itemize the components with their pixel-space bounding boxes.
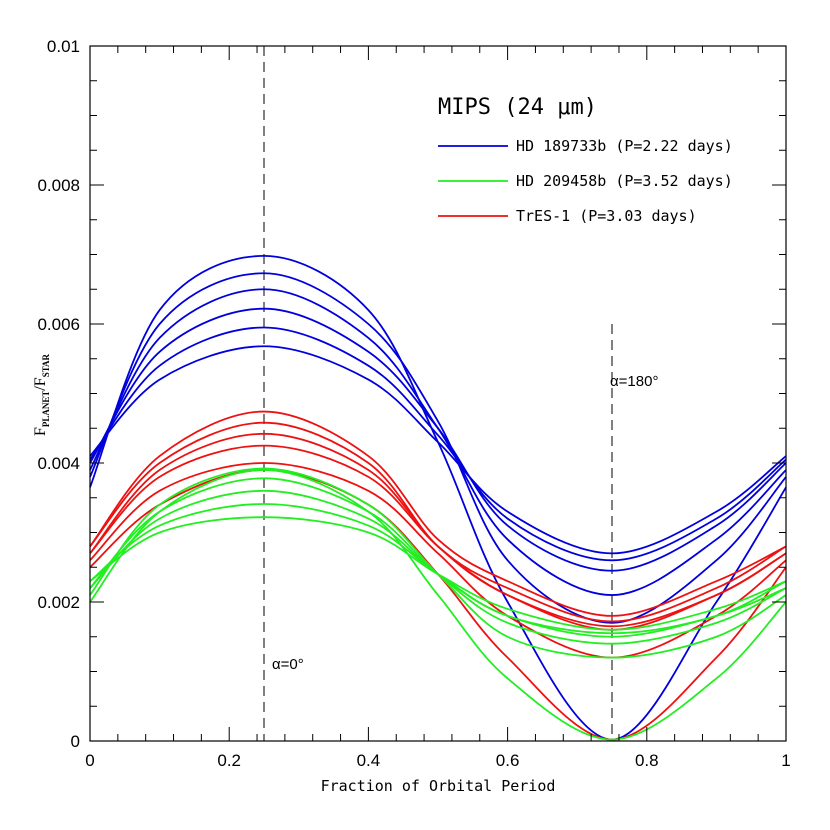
y-label-sub-planet: PLANET: [41, 391, 51, 428]
annotation-alpha-0: α=0°: [272, 656, 304, 673]
series-line-hd-189733b-1: [89, 272, 787, 624]
x-tick-label: 0: [85, 751, 94, 770]
x-axis-label: Fraction of Orbital Period: [321, 777, 556, 795]
x-tick-label: 0.6: [496, 751, 520, 770]
y-label-separator: /F: [32, 377, 49, 390]
x-tick-label: 0.8: [635, 751, 659, 770]
y-tick-label: 0.008: [37, 176, 80, 195]
legend-title: MIPS (24 μm): [438, 95, 597, 120]
legend-label-hd209458b: HD 209458b (P=3.52 days): [516, 172, 733, 190]
y-axis-label: FPLANET/FSTAR: [32, 353, 51, 436]
series-line-hd-209458b-12: [89, 469, 787, 741]
x-tick-label: 0.4: [357, 751, 381, 770]
y-tick-label: 0: [71, 732, 80, 751]
series-line-hd-189733b-0: [89, 254, 787, 741]
axes: [89, 45, 787, 742]
series-line-tres-1-7: [89, 462, 787, 659]
series-line-hd-189733b-3: [89, 307, 787, 572]
series-line-hd-189733b-4: [89, 326, 787, 562]
series-line-tres-1-10: [89, 421, 787, 623]
series-layer: [89, 254, 787, 741]
x-tick-label: 0.2: [217, 751, 241, 770]
legend-label-hd189733b: HD 189733b (P=2.22 days): [516, 137, 733, 155]
series-line-hd-189733b-5: [89, 345, 787, 555]
y-label-sub-star: STAR: [41, 353, 51, 377]
legend-label-tres1: TrES-1 (P=3.03 days): [516, 207, 697, 225]
series-line-hd-209458b-17: [89, 516, 787, 631]
legend: MIPS (24 μm) HD 189733b (P=2.22 days) HD…: [438, 95, 733, 225]
series-line-tres-1-11: [89, 410, 787, 617]
y-tick-label: 0.01: [47, 37, 80, 56]
y-tick-label: 0.006: [37, 315, 80, 334]
y-label-main: F: [32, 427, 49, 436]
annotation-alpha-180: α=180°: [610, 373, 658, 390]
y-tick-label: 0.002: [37, 593, 80, 612]
x-tick-label: 1: [781, 751, 790, 770]
tick-labels: 0 0.2 0.4 0.6 0.8 1 0 0.002 0.004 0.006 0.008 0.01: [37, 37, 790, 770]
reference-lines: [263, 46, 613, 741]
y-tick-label: 0.004: [37, 454, 80, 473]
